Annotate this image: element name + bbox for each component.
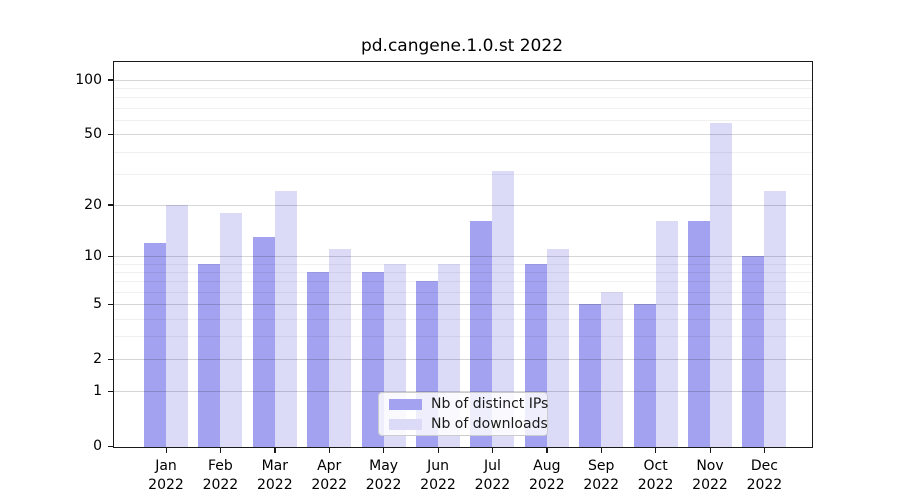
bar-downloads <box>764 190 787 447</box>
gridline-minor <box>114 318 812 320</box>
gridline-major <box>114 359 812 361</box>
legend: Nb of distinct IPs Nb of downloads <box>378 392 548 436</box>
x-axis-tick <box>600 447 603 453</box>
y-axis-tick-label: 50 <box>84 126 102 143</box>
x-axis-tick <box>383 447 385 453</box>
bar-downloads <box>329 249 352 447</box>
gridline-major <box>114 204 812 206</box>
x-axis-tick-label: Feb 2022 <box>202 458 239 493</box>
bar-downloads <box>492 171 515 447</box>
bar-downloads <box>546 249 569 447</box>
plot-area: Nb of distinct IPs Nb of downloads 100 50… <box>75 61 813 493</box>
gridline-minor <box>114 97 812 99</box>
legend-item-distinct-ips: Nb of distinct IPs <box>389 396 548 412</box>
x-axis-tick <box>274 447 276 453</box>
y-axis-tick <box>108 79 114 81</box>
gridline-minor <box>114 291 812 293</box>
bar-distinct-ips <box>470 221 493 447</box>
bar-downloads <box>166 204 188 447</box>
x-axis-tick-label: Nov 2022 <box>692 458 728 493</box>
x-axis-tick <box>328 447 331 453</box>
x-axis-tick <box>491 447 494 453</box>
bar-distinct-ips <box>742 256 765 447</box>
x-axis-tick-label: May 2022 <box>365 458 402 493</box>
x-axis-tick <box>709 447 711 453</box>
x-axis-tick <box>437 447 439 453</box>
y-axis-tick <box>108 204 114 206</box>
x-axis-tick <box>219 447 222 453</box>
y-axis-tick-label: 100 <box>75 71 102 88</box>
x-axis-tick-label: Jun 2022 <box>420 458 456 493</box>
bar-distinct-ips <box>144 242 166 447</box>
bar-distinct-ips <box>252 236 275 447</box>
bar-distinct-ips <box>198 263 221 447</box>
x-axis-tick-label: Aug 2022 <box>528 458 565 493</box>
y-axis-tick <box>108 133 114 136</box>
gridline-minor <box>114 119 812 121</box>
x-axis-tick-label: Jul 2022 <box>474 458 511 493</box>
gridline-minor <box>114 88 812 90</box>
legend-item-downloads: Nb of downloads <box>389 416 548 432</box>
x-axis-tick-label: Jan 2022 <box>148 458 184 493</box>
gridline-major <box>114 79 812 81</box>
y-axis-tick-label: 5 <box>93 296 102 313</box>
y-axis-tick <box>108 358 114 361</box>
gridline-minor <box>114 281 812 283</box>
y-axis-tick-label: 10 <box>84 248 102 265</box>
gridline-minor <box>114 173 812 175</box>
x-axis-tick <box>655 447 657 453</box>
x-axis-tick <box>546 447 548 453</box>
y-axis-tick-label: 0 <box>93 438 102 454</box>
y-axis-tick <box>108 445 114 447</box>
legend-swatch-downloads <box>389 418 422 430</box>
chart-title: pd.cangene.1.0.st 2022 <box>360 36 564 56</box>
legend-swatch-distinct-ips <box>389 398 422 410</box>
y-axis-tick <box>108 255 114 257</box>
bar-downloads <box>710 122 732 447</box>
bar-distinct-ips <box>633 304 656 447</box>
bar-downloads <box>601 291 624 447</box>
x-axis-tick-label: Mar 2022 <box>256 458 293 493</box>
y-axis-tick-label: 1 <box>93 383 102 400</box>
bar-distinct-ips <box>307 271 330 447</box>
y-axis-tick-label: 20 <box>84 196 102 213</box>
x-axis-tick <box>165 447 167 453</box>
gridline-minor <box>114 263 812 265</box>
legend-label-downloads: Nb of downloads <box>431 416 548 432</box>
y-axis-tick-label: 2 <box>93 351 102 368</box>
gridline-minor <box>114 151 812 153</box>
gridline-major <box>114 134 812 136</box>
x-axis-tick-label: Oct 2022 <box>637 458 674 493</box>
x-axis-tick-label: Apr 2022 <box>311 458 347 493</box>
bar-distinct-ips <box>579 304 602 447</box>
legend-label-distinct-ips: Nb of distinct IPs <box>431 396 549 412</box>
bar-downloads <box>220 212 243 447</box>
x-axis-tick-label: Sep 2022 <box>583 458 619 493</box>
gridline-major <box>114 304 812 306</box>
gridline-major <box>114 256 812 258</box>
bar-distinct-ips <box>688 221 710 447</box>
bar-downloads <box>274 190 297 447</box>
y-axis-tick <box>108 390 114 393</box>
gridline-minor <box>114 271 812 273</box>
gridline-major <box>114 391 812 393</box>
gridline-minor <box>114 107 812 109</box>
bar-downloads <box>655 221 678 447</box>
y-axis-tick <box>108 303 114 306</box>
x-axis-tick <box>763 447 766 453</box>
gridline-minor <box>114 336 812 338</box>
x-axis-tick-label: Dec 2022 <box>746 458 783 493</box>
